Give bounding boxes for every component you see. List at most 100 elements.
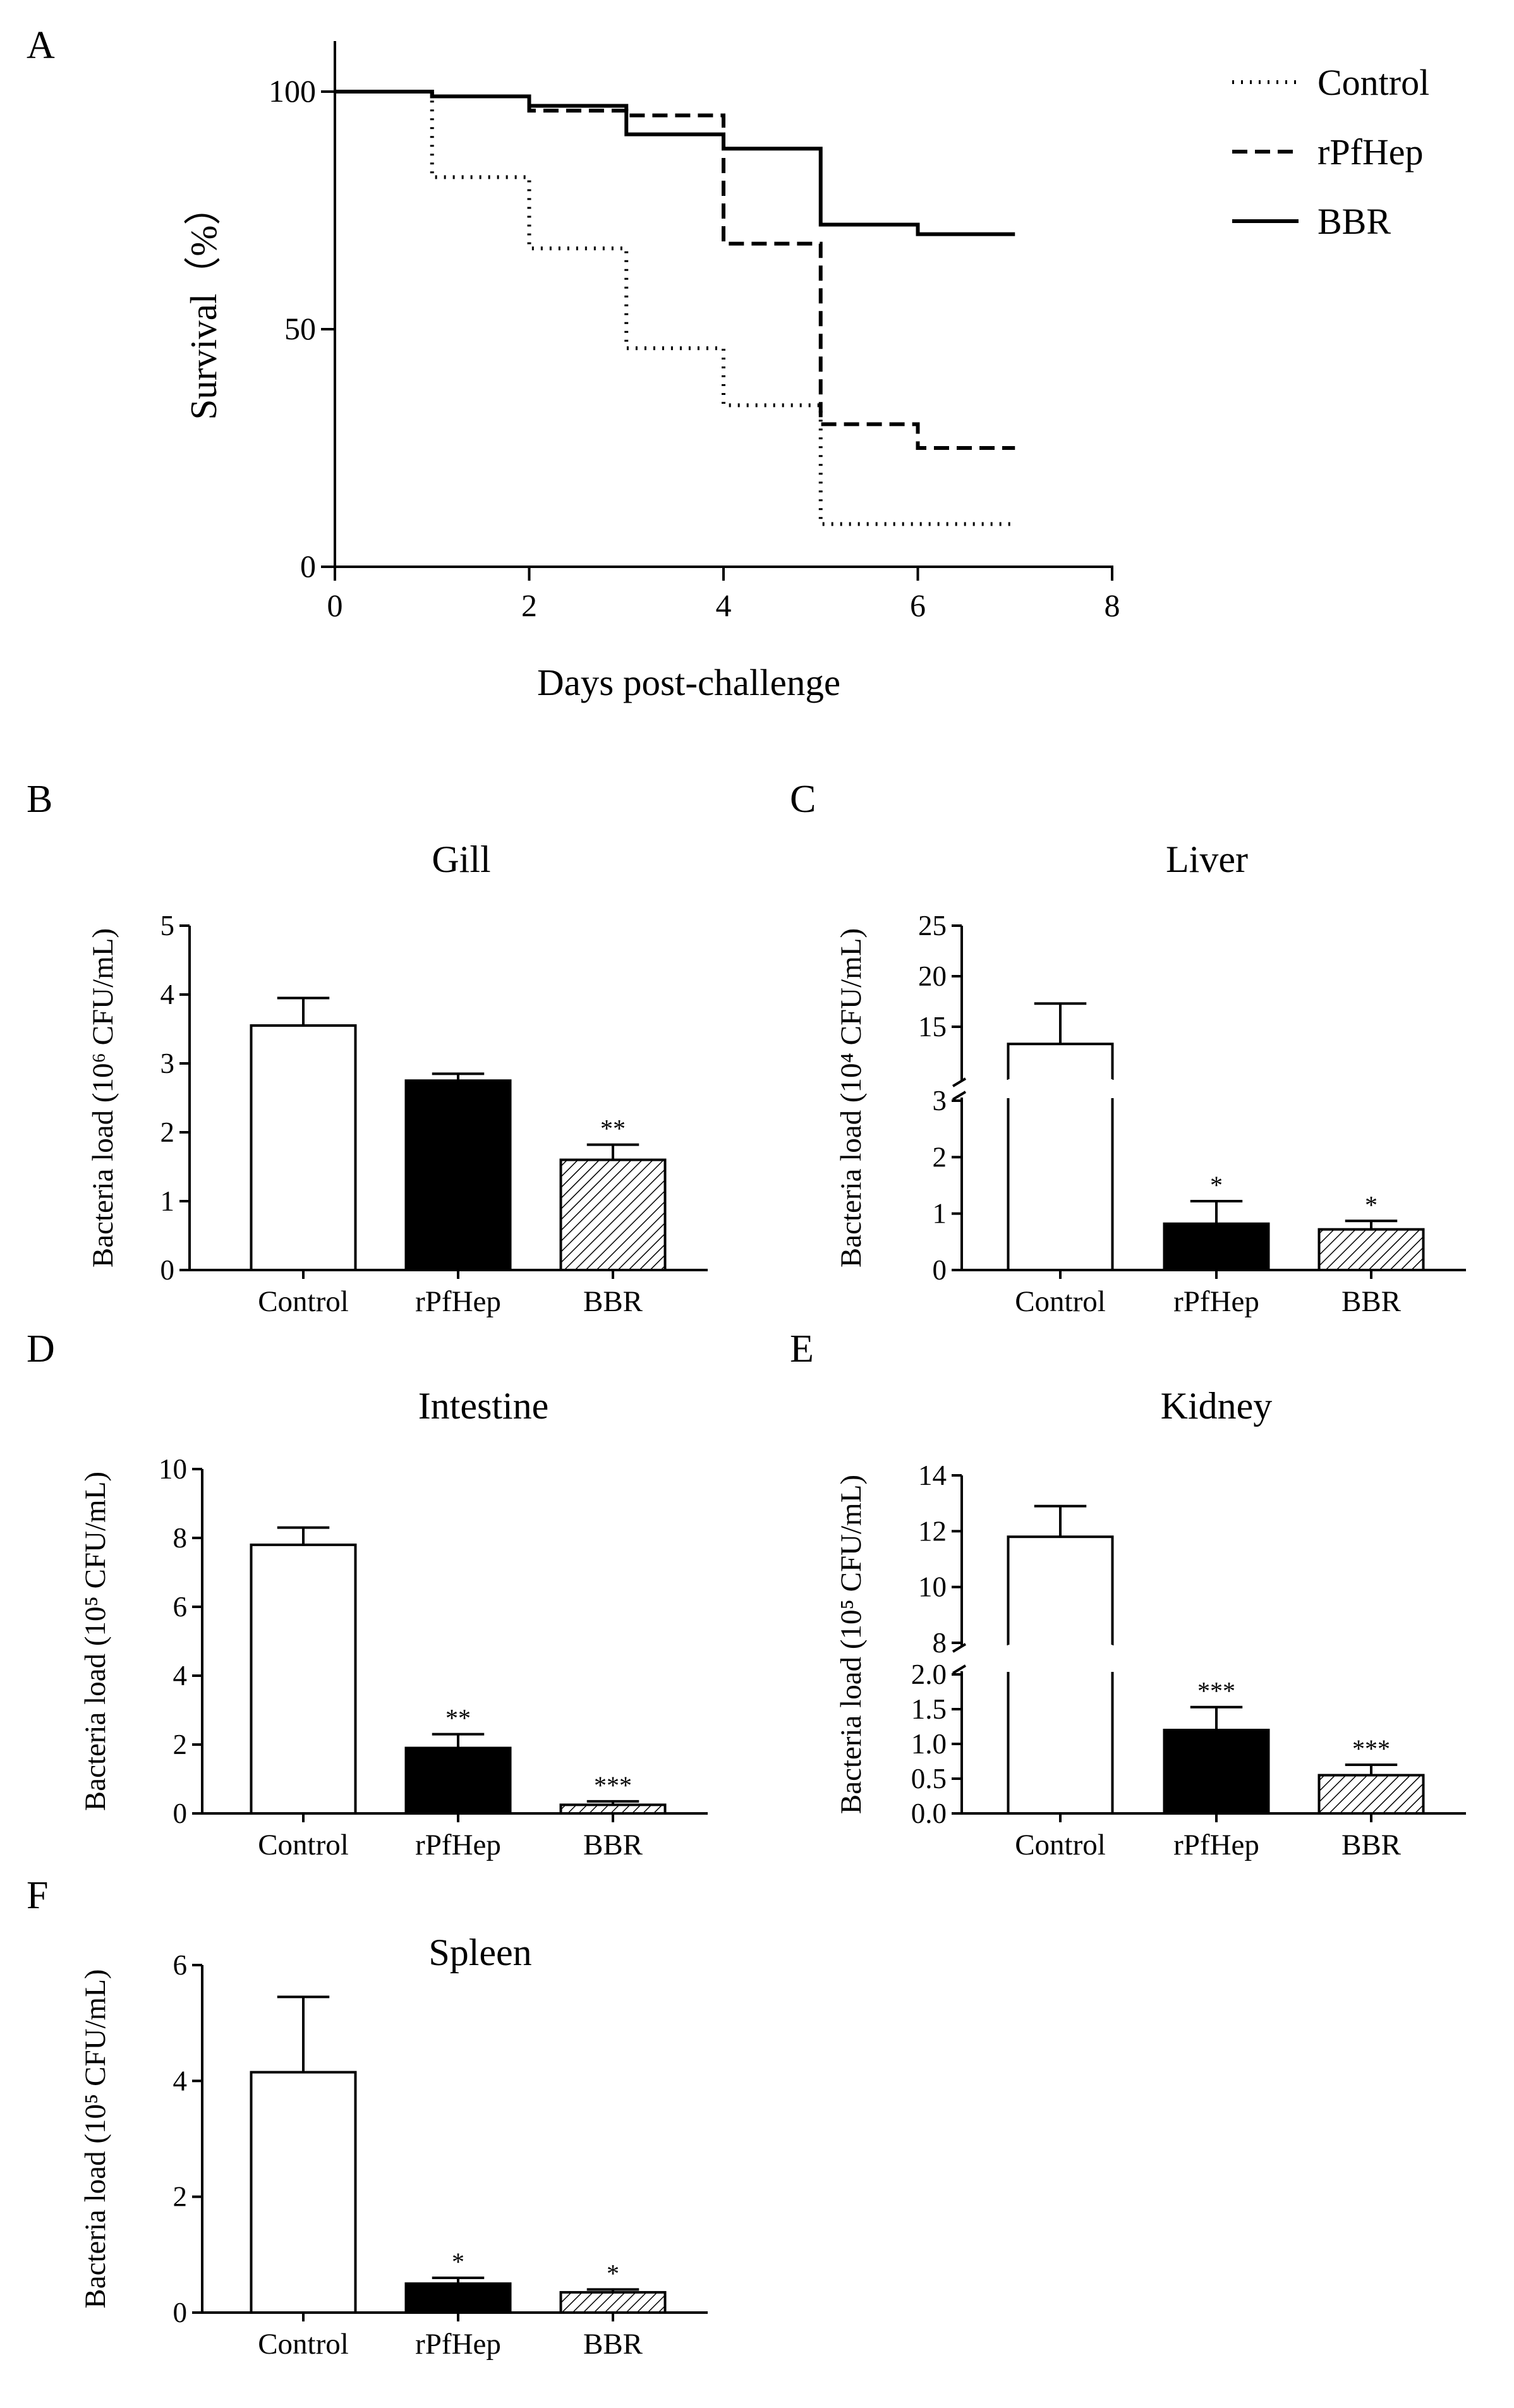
- bar-bbr: [1317, 1774, 1425, 1815]
- x-tick-label: rPfHep: [415, 1829, 501, 1861]
- y-tick-label: 8: [173, 1522, 188, 1554]
- x-tick-label: BBR: [583, 2328, 643, 2361]
- y-tick-label: 8: [933, 1627, 947, 1659]
- y-tick-label: 20: [918, 960, 947, 992]
- x-tick-label: rPfHep: [415, 1285, 501, 1318]
- significance-marker: *: [1210, 1171, 1223, 1199]
- y-tick-label: 0: [933, 1254, 947, 1286]
- bar-rpfhep: [404, 1746, 512, 1815]
- series-bbr: [335, 90, 1015, 236]
- y-tick-label: 4: [160, 979, 175, 1010]
- x-tick-label: Control: [1015, 1829, 1106, 1861]
- significance-marker: ***: [1197, 1677, 1235, 1705]
- significance-marker: *: [1365, 1190, 1378, 1219]
- y-tick-label: 0: [173, 2297, 188, 2328]
- chart-title: Liver: [1166, 838, 1248, 880]
- bar-control: [250, 2071, 357, 2314]
- y-tick-label: 0: [160, 1254, 175, 1286]
- x-tick-label: BBR: [583, 1285, 643, 1318]
- chart-title: Spleen: [428, 1932, 531, 1973]
- y-axis-label: Bacteria load (10⁶ CFU/mL): [87, 928, 119, 1268]
- series-control: [335, 90, 1015, 526]
- y-tick-label: 14: [918, 1460, 947, 1491]
- y-tick-label: 25: [918, 910, 947, 941]
- y-axis-label: Bacteria load (10⁵ CFU/mL): [79, 1472, 112, 1811]
- axis-break-mark: [952, 1077, 967, 1087]
- y-tick-label: 2.0: [911, 1659, 947, 1690]
- x-tick-label: 8: [1105, 588, 1120, 623]
- y-tick-label: 1: [160, 1185, 175, 1217]
- x-tick-label: rPfHep: [1173, 1829, 1259, 1861]
- y-axis-label: Bacteria load (10⁵ CFU/mL): [835, 1475, 868, 1814]
- y-tick-label: 2: [173, 1729, 188, 1760]
- bar-bbr: [559, 2290, 667, 2314]
- y-tick-label: 50: [284, 311, 316, 346]
- y-tick-label: 4: [173, 2065, 188, 2096]
- bar-break-gap: [1005, 1080, 1115, 1098]
- bar-control: [1007, 1043, 1114, 1271]
- y-tick-label: 0: [300, 548, 316, 584]
- significance-marker: **: [600, 1115, 626, 1143]
- chart-title: Gill: [432, 838, 490, 880]
- y-tick-label: 6: [173, 1949, 188, 1981]
- bar-break-gap: [1005, 1645, 1115, 1672]
- panel-label-c: C: [790, 778, 816, 821]
- legend-label-bbr: BBR: [1317, 201, 1391, 242]
- x-tick-label: 0: [327, 588, 343, 623]
- axis-break-mark: [952, 1091, 967, 1101]
- x-tick-label: rPfHep: [1173, 1285, 1259, 1318]
- bar-rpfhep: [404, 1079, 512, 1271]
- panel-label-d: D: [27, 1328, 55, 1370]
- y-tick-label: 15: [918, 1011, 947, 1043]
- y-tick-label: 5: [160, 910, 175, 941]
- x-tick-label: 6: [910, 588, 926, 623]
- y-axis-label: Bacteria load (10⁵ CFU/mL): [79, 1969, 112, 2308]
- panel-label-a: A: [27, 24, 55, 67]
- y-tick-label: 1.5: [911, 1693, 947, 1725]
- bar-rpfhep: [1163, 1222, 1270, 1272]
- x-tick-label: BBR: [1341, 1285, 1402, 1318]
- y-tick-label: 2: [933, 1141, 947, 1173]
- y-tick-label: 2: [173, 2181, 188, 2213]
- bar-rpfhep: [404, 2282, 512, 2314]
- panel-label-e: E: [790, 1328, 814, 1370]
- x-tick-label: rPfHep: [415, 2328, 501, 2361]
- bar-bbr: [559, 1803, 667, 1815]
- y-tick-label: 100: [269, 73, 316, 109]
- panel-label-b: B: [27, 778, 52, 821]
- y-tick-label: 0: [173, 1798, 188, 1829]
- bar-chart-spleen: Spleen Bacteria load (10⁵ CFU/mL) 0 2 4 6 Cont…: [79, 1932, 708, 2361]
- significance-marker: ***: [594, 1771, 632, 1800]
- significance-marker: **: [445, 1704, 471, 1733]
- legend-label-rpfhep: rPfHep: [1317, 131, 1424, 172]
- chart-title: Kidney: [1161, 1385, 1273, 1427]
- chart-title: Intestine: [418, 1385, 549, 1427]
- x-tick-label: 4: [716, 588, 732, 623]
- y-tick-label: 1: [933, 1198, 947, 1230]
- x-tick-label: BBR: [583, 1829, 643, 1861]
- x-axis-label: Days post-challenge: [537, 662, 840, 703]
- x-tick-label: Control: [258, 1285, 349, 1318]
- x-tick-label: Control: [258, 2328, 349, 2361]
- significance-marker: ***: [1352, 1734, 1390, 1763]
- axis-break-mark: [952, 1643, 967, 1653]
- bar-control: [250, 1024, 357, 1272]
- x-tick-label: Control: [1015, 1285, 1106, 1318]
- bar-control: [1007, 1535, 1114, 1815]
- y-tick-label: 0.0: [911, 1798, 947, 1829]
- y-tick-label: 3: [160, 1048, 175, 1079]
- bar-control: [250, 1543, 357, 1815]
- y-tick-label: 0.5: [911, 1763, 947, 1794]
- panel-label-f: F: [27, 1874, 48, 1917]
- x-tick-label: BBR: [1341, 1829, 1402, 1861]
- y-tick-label: 1.0: [911, 1728, 947, 1760]
- legend-label-control: Control: [1317, 62, 1429, 103]
- y-tick-label: 2: [160, 1116, 175, 1148]
- series-rpfhep: [335, 90, 1015, 450]
- y-tick-label: 6: [173, 1591, 188, 1623]
- bar-chart-intestine: Intestine Bacteria load (10⁵ CFU/mL) 0 2 4 6 8…: [79, 1385, 708, 1861]
- bar-bbr: [1317, 1228, 1425, 1272]
- significance-marker: *: [452, 2248, 464, 2276]
